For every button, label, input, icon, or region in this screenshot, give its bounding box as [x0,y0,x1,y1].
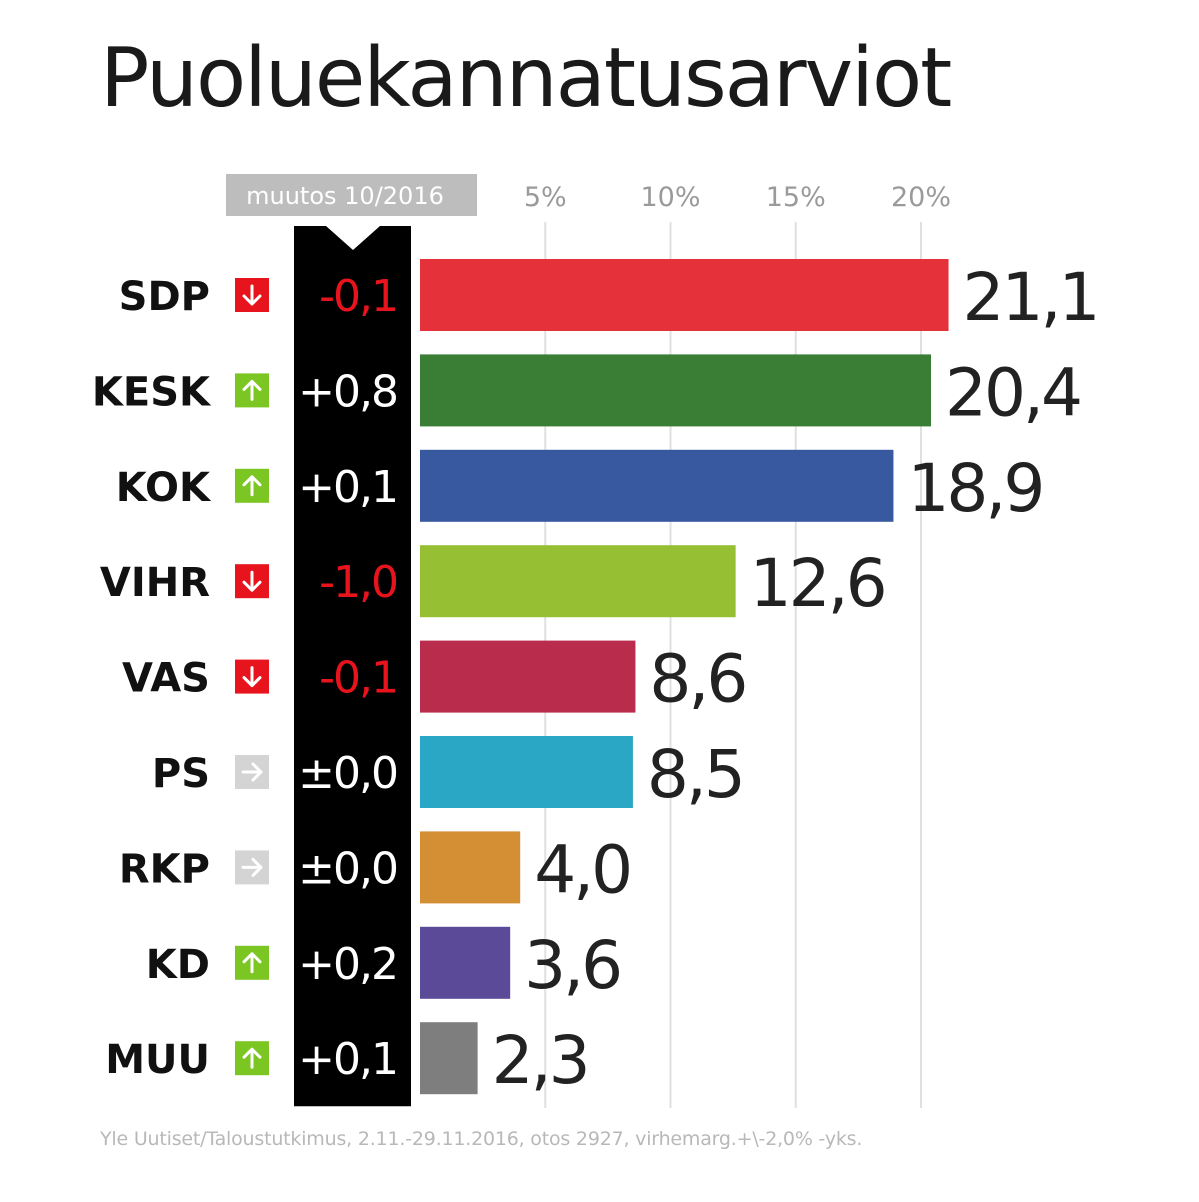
trend-arrow [242,952,262,974]
party-row: RKP ±0,0 4,0 [119,831,633,908]
change-value: ±0,0 [298,843,397,894]
trend-arrow [242,666,262,688]
value-label: 8,5 [647,736,743,813]
chart-rows: SDP -0,1 21,1 KESK +0,8 20,4 KOK +0,1 18,9 VIHR -1… [92,259,1101,1099]
arrow-up-icon [235,1041,269,1076]
change-column [294,226,411,1107]
trend-arrow [242,1047,262,1069]
value-label: 20,4 [945,354,1080,431]
bar [420,831,521,904]
arrow-right-icon [235,755,269,789]
trend-arrow [241,857,263,877]
value-label: 4,0 [534,831,630,908]
party-row: KOK +0,1 18,9 [116,449,1045,527]
trend-arrow [241,762,263,782]
arrow-down-icon [235,659,269,694]
party-label: KD [146,942,210,988]
x-tick-label: 10% [640,182,700,213]
party-label: RKP [119,846,210,892]
party-label: PS [152,751,210,797]
party-row: KD +0,2 3,6 [146,926,623,1004]
party-row: PS ±0,0 8,5 [152,736,746,813]
change-value: +0,2 [298,939,397,990]
change-value: +0,1 [298,462,397,513]
bar [420,354,932,427]
trend-arrow [242,475,262,497]
bar [420,1022,478,1095]
change-value: ±0,0 [298,748,397,799]
change-value: -0,1 [319,653,397,704]
arrow-up-icon [235,468,269,503]
party-row: SDP -0,1 21,1 [119,259,1101,336]
trend-arrow [242,570,262,592]
change-header-label: muutos 10/2016 [246,182,444,210]
arrow-right-icon [235,850,269,885]
bar [420,736,633,808]
party-row: VIHR -1,0 12,6 [100,545,888,622]
trend-arrow [242,284,262,306]
bar [420,926,511,999]
arrow-up-icon [235,373,269,408]
value-label: 12,6 [750,545,885,622]
source-note: Yle Uutiset/Taloustutkimus, 2.11.-29.11.… [100,1128,863,1150]
change-header-box [226,174,477,216]
bar [420,259,949,331]
party-row: MUU +0,1 2,3 [105,1022,590,1099]
party-row: KESK +0,8 20,4 [92,354,1083,431]
value-label: 2,3 [492,1022,588,1099]
chart-title: Puoluekannatusarviot [100,31,952,126]
value-label: 18,9 [907,450,1042,527]
arrow-down-icon [235,278,269,312]
x-tick-label: 5% [524,182,567,213]
value-label: 3,6 [524,927,620,1004]
change-value: -0,1 [319,271,397,322]
x-tick-label: 15% [766,182,826,213]
arrow-up-icon [235,945,269,980]
party-label: MUU [105,1037,210,1083]
party-label: KESK [92,369,212,415]
value-label: 8,6 [649,641,745,718]
change-column-header: muutos 10/2016 [226,174,477,1107]
party-row: VAS -0,1 8,6 [122,640,748,718]
bar [420,449,894,522]
change-value: +0,1 [298,1034,397,1085]
party-label: SDP [119,274,210,320]
change-value: -1,0 [319,557,397,608]
trend-arrow [242,379,262,401]
party-label: VIHR [100,560,210,606]
party-label: VAS [122,656,210,702]
bar [420,545,736,618]
x-tick-label: 20% [891,182,951,213]
arrow-down-icon [235,564,269,599]
bar [420,640,636,713]
party-label: KOK [116,465,212,511]
value-label: 21,1 [963,259,1098,336]
change-value: +0,8 [298,366,397,417]
